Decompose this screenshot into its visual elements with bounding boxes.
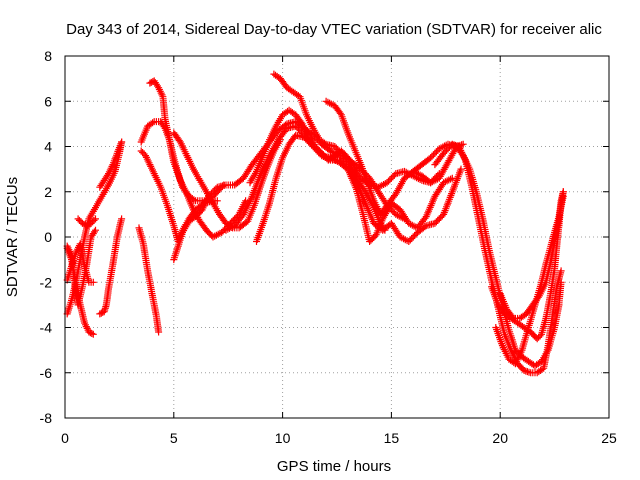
data-point-marker: [447, 175, 455, 183]
series-arc-07: [96, 138, 126, 191]
data-point-marker: [118, 138, 126, 146]
data-point-marker: [459, 140, 467, 148]
data-point-marker: [190, 196, 198, 204]
data-point-marker: [88, 330, 96, 337]
x-tick-label: 20: [492, 430, 508, 446]
series-arc-16: [253, 131, 456, 245]
y-tick-label: 4: [44, 139, 52, 155]
series-arc-04: [63, 226, 99, 309]
data-point-marker: [508, 313, 516, 321]
data-markers: [63, 70, 567, 377]
data-point-marker: [90, 216, 98, 224]
y-tick-label: -2: [40, 274, 53, 290]
series-arc-18: [322, 97, 467, 218]
series-arc-08: [135, 224, 163, 336]
data-point-marker: [421, 223, 429, 231]
x-tick-label: 25: [601, 430, 617, 446]
y-tick-label: 0: [44, 229, 52, 245]
y-tick-label: -6: [40, 365, 53, 381]
data-point-marker: [92, 215, 99, 223]
series-arc-15: [222, 122, 465, 245]
series-arc-23: [492, 192, 567, 368]
data-point-marker: [89, 278, 97, 286]
x-tick-label: 15: [384, 430, 400, 446]
x-tick-label: 10: [275, 430, 291, 446]
data-point-marker: [89, 330, 97, 338]
data-point-marker: [149, 119, 157, 127]
data-point-marker: [90, 228, 98, 236]
data-point-marker: [386, 176, 394, 184]
data-point-marker: [457, 165, 465, 173]
data-point-marker: [160, 123, 168, 131]
data-point-marker: [92, 226, 99, 234]
series-arc-20: [431, 140, 565, 377]
data-point-marker: [321, 139, 328, 147]
data-point-marker: [155, 328, 163, 336]
series-arc-05: [74, 215, 99, 230]
y-tick-label: -8: [40, 410, 53, 426]
y-tick-label: -4: [40, 320, 53, 336]
data-point-marker: [448, 174, 456, 182]
data-point-marker: [401, 215, 408, 223]
x-tick-label: 5: [170, 430, 178, 446]
y-axis-title: SDTVAR / TECUs: [4, 177, 21, 297]
data-point-marker: [559, 192, 567, 200]
y-tick-label: 6: [44, 93, 52, 109]
y-tick-label: 2: [44, 184, 52, 200]
y-tick-label: 8: [44, 48, 52, 64]
data-point-marker: [412, 223, 420, 231]
data-point-marker: [118, 215, 126, 223]
x-tick-label: 0: [61, 430, 69, 446]
axis-ticks: 0 5 10 15 20 25 -8 -6 -4 -2 0 2 4 6 8: [40, 48, 617, 446]
x-axis-title: GPS time / hours: [277, 458, 391, 475]
chart-title: Day 343 of 2014, Sidereal Day-to-day VTE…: [66, 21, 602, 38]
series-arc-06: [96, 215, 126, 318]
series-arc-10: [137, 118, 228, 205]
data-point-marker: [101, 306, 109, 314]
data-point-marker: [557, 267, 565, 275]
